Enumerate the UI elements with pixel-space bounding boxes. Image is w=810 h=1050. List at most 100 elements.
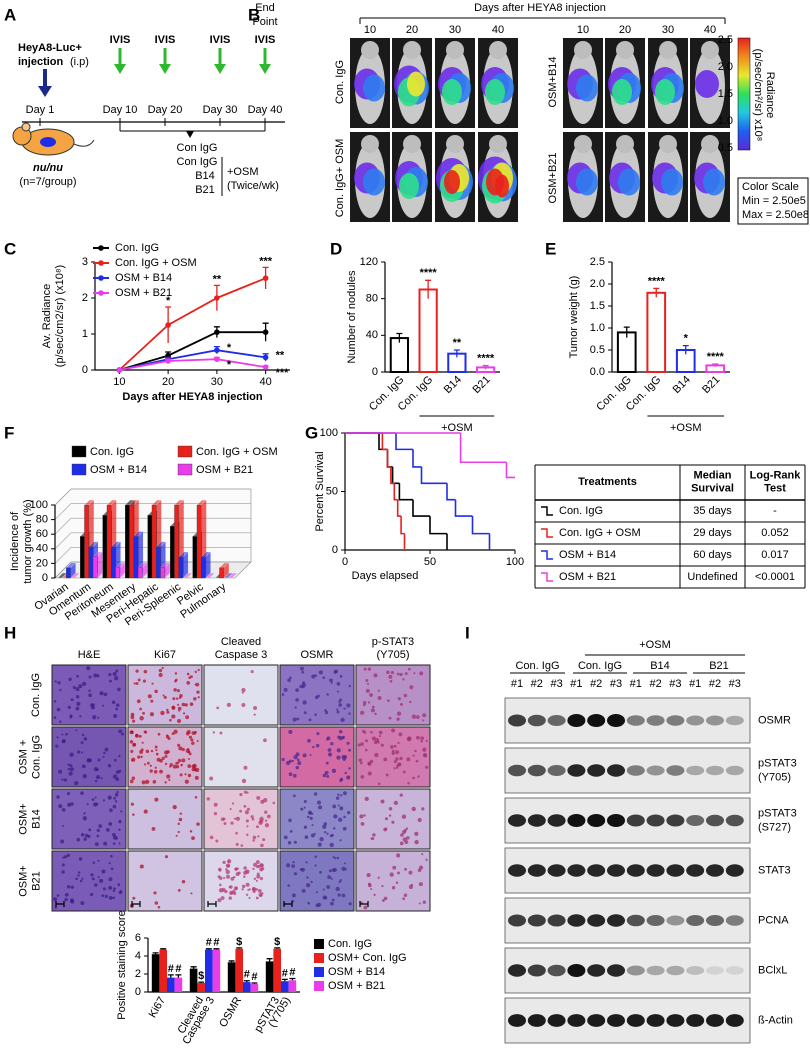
stain-dot (146, 761, 150, 765)
error-bar (152, 952, 159, 955)
stain-dot (337, 893, 341, 897)
error-bar (712, 363, 719, 367)
bar (84, 504, 89, 579)
stain-dot (392, 865, 397, 870)
mouse-head (659, 135, 677, 153)
stain-dot (120, 810, 123, 813)
stain-dot (95, 802, 99, 806)
significance: **** (477, 352, 495, 364)
y-tick-label: 0.0 (590, 366, 605, 378)
signal-blob (495, 174, 509, 198)
stain-dot (415, 759, 419, 763)
legend-label: OSM + B21 (115, 287, 172, 299)
stain-dot (78, 684, 83, 689)
stain-dot (411, 714, 417, 719)
stain-dot (287, 678, 291, 682)
stain-dot (404, 672, 408, 675)
stain-dot (368, 883, 372, 888)
signal-blob (612, 79, 632, 105)
stain-dot (303, 806, 306, 809)
stain-dot (80, 832, 85, 837)
stain-dot (105, 828, 110, 832)
osm-label: +OSM (227, 166, 258, 178)
stain-dot (346, 703, 351, 708)
stain-dot (118, 828, 121, 832)
group-label: +OSM (670, 422, 701, 434)
stain-dot (301, 682, 306, 688)
stain-dot (145, 779, 150, 784)
bar (137, 567, 143, 579)
stain-dot (394, 750, 400, 755)
stain-dot (403, 693, 408, 698)
stain-dot (177, 718, 182, 723)
stain-dot (313, 832, 316, 835)
x-axis-label: Days elapsed (352, 570, 419, 582)
stain-dot (292, 794, 296, 798)
row-label: B21 (30, 871, 42, 891)
stain-dot (93, 767, 98, 772)
stain-dot (184, 703, 188, 707)
stain-dot (406, 757, 411, 762)
stain-dot (388, 716, 392, 720)
table-header: Median (694, 469, 732, 481)
stain-dot (327, 875, 331, 879)
y-axis-label: Av. Radiance (41, 284, 53, 348)
stain-dot (384, 827, 388, 830)
stain-dot (287, 884, 290, 887)
stain-dot (115, 777, 120, 781)
stain-dot (409, 700, 412, 704)
x-tick-label: B21 (700, 374, 722, 396)
stain-dot (307, 901, 311, 905)
stain-dot (142, 711, 145, 715)
stain-dot (395, 757, 399, 761)
stain-dot (385, 773, 389, 777)
stain-dot (58, 769, 63, 774)
stain-dot (76, 701, 81, 706)
stain-dot (292, 773, 297, 778)
stain-dot (296, 717, 300, 721)
table-cell: <0.0001 (755, 571, 795, 583)
stain-dot (333, 814, 338, 819)
lane-label: #3 (729, 678, 741, 690)
survival-step (412, 449, 422, 468)
stain-dot (305, 861, 308, 864)
blot-band (567, 1014, 586, 1027)
row-label: OSM+ (17, 803, 29, 834)
blot-band (607, 914, 625, 927)
stain-dot (53, 897, 58, 902)
stain-dot (168, 779, 171, 782)
stain-dot (386, 670, 390, 675)
stain-dot (138, 734, 142, 738)
protein-label: pSTAT3 (758, 757, 797, 769)
blot-band (587, 714, 606, 727)
stain-dot (178, 746, 183, 751)
blot-band (567, 764, 586, 777)
stain-dot (234, 886, 238, 890)
stain-dot (310, 880, 313, 884)
stain-dot (53, 716, 57, 720)
stain-dot (243, 765, 248, 770)
mouse-tail (73, 139, 95, 147)
significance: * (227, 342, 232, 354)
stain-dot (339, 777, 344, 782)
stain-dot (362, 729, 366, 733)
bar (389, 337, 409, 374)
stain-dot (175, 761, 179, 765)
treatment-label: Con IgG (177, 142, 218, 154)
stain-dot (258, 820, 263, 825)
stain-dot (337, 817, 343, 822)
y-tick-label: 40 (366, 329, 378, 341)
stain-dot (340, 794, 343, 797)
colorbar-label: (p/sec/cm²/sr) x10⁸ (752, 49, 764, 142)
stain-dot (383, 896, 388, 901)
stain-dot (209, 835, 214, 840)
stain-dot (102, 799, 106, 802)
stain-dot (393, 760, 397, 764)
blot-band (646, 1014, 665, 1027)
stain-dot (239, 809, 243, 813)
panel-label: H (4, 623, 16, 642)
stain-dot (102, 887, 106, 891)
bar (250, 983, 259, 992)
significance: $ (274, 936, 280, 948)
